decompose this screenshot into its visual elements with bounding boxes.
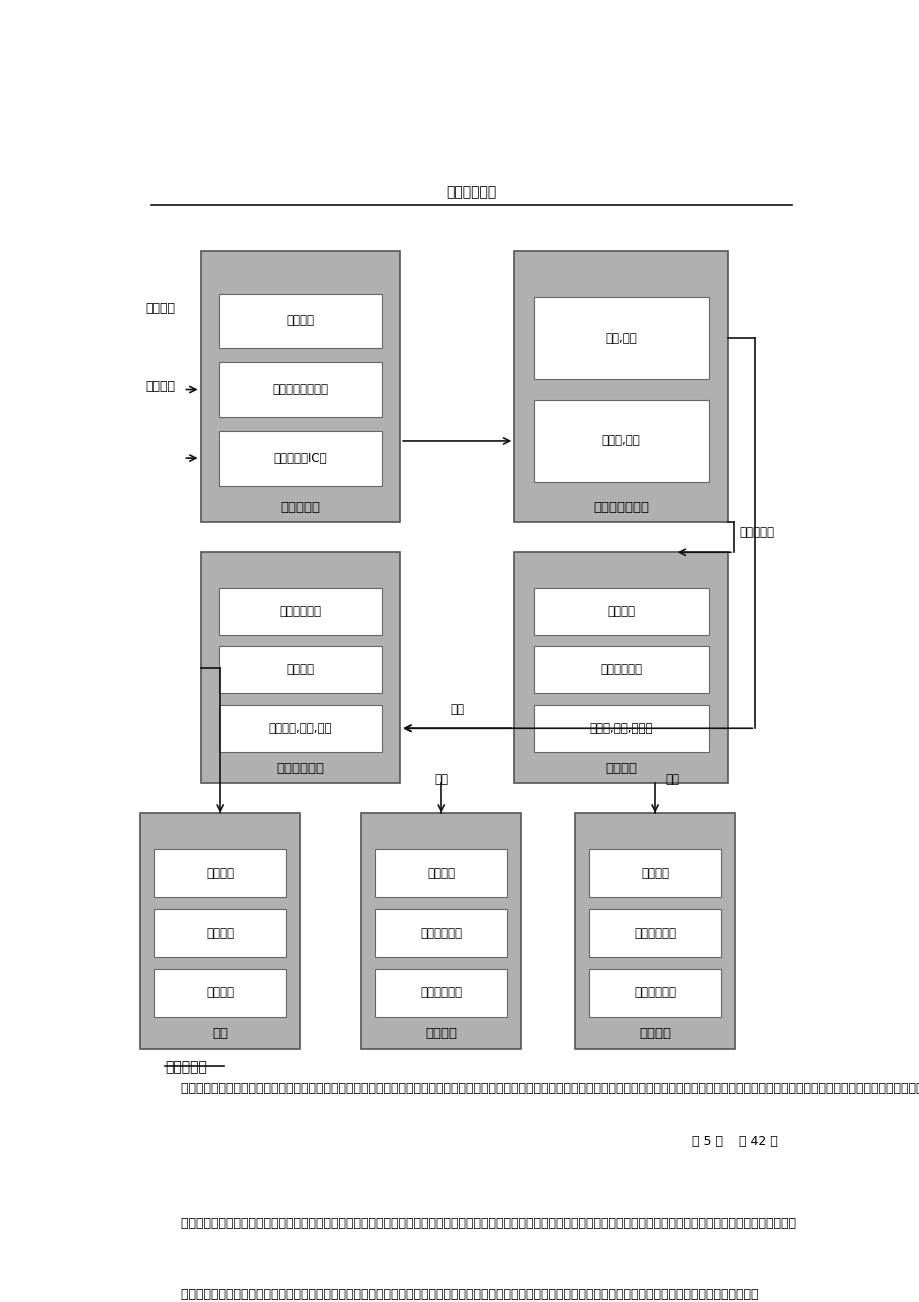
Text: 开处方,检查,检验单: 开处方,检查,检验单 bbox=[589, 721, 652, 734]
Text: 病区科室应将医嘱中的检查或检验申请单发给检查科室或检验科室，当相应的科室将申请进行处理并将检查通知发给病区科室后，由病区科室通知病人进行相应的检查或检验；: 病区科室应将医嘱中的检查或检验申请单发给检查科室或检验科室，当相应的科室将申请进… bbox=[165, 1288, 757, 1301]
Bar bbox=[574, 812, 734, 1048]
Bar bbox=[219, 362, 381, 417]
Text: 预交金,结账: 预交金,结账 bbox=[601, 435, 640, 448]
Bar bbox=[533, 704, 709, 751]
Bar bbox=[514, 552, 728, 783]
Bar bbox=[154, 969, 286, 1017]
Bar bbox=[154, 849, 286, 897]
Text: 门诊划价收费处: 门诊划价收费处 bbox=[593, 501, 649, 514]
Text: 医院信息系统: 医院信息系统 bbox=[446, 185, 496, 199]
Text: 药品申领: 药品申领 bbox=[286, 663, 314, 676]
Bar bbox=[200, 552, 400, 783]
Bar bbox=[219, 589, 381, 635]
Text: 门诊挂号处: 门诊挂号处 bbox=[280, 501, 320, 514]
Text: 暂存款不足: 暂存款不足 bbox=[739, 526, 774, 539]
Text: 检查记账: 检查记账 bbox=[426, 867, 455, 880]
Text: 取药: 取药 bbox=[449, 703, 464, 716]
Text: 药品入库: 药品入库 bbox=[206, 927, 234, 940]
Bar bbox=[533, 589, 709, 635]
Text: 当病人接到医生的建议需住院治疗或接到医院的入院通知单后，需到住院处办理入院手续，须要登记基本信息，并交纳肯定数额的预交款或住院押金。住院手续办理妥当之后，由病区: 当病人接到医生的建议需住院治疗或接到医院的入院通知单后，需到住院处办理入院手续，… bbox=[165, 1082, 919, 1095]
Bar bbox=[154, 909, 286, 957]
Text: 药品管理: 药品管理 bbox=[206, 867, 234, 880]
Bar bbox=[375, 969, 506, 1017]
Bar bbox=[589, 969, 720, 1017]
Text: 登记、发放IC卡: 登记、发放IC卡 bbox=[273, 452, 327, 465]
Text: 电子病历操作: 电子病历操作 bbox=[599, 663, 641, 676]
Bar bbox=[219, 293, 381, 349]
Bar bbox=[140, 812, 301, 1048]
Bar bbox=[375, 849, 506, 897]
Text: 检查: 检查 bbox=[434, 773, 448, 786]
Text: 处方审核,配药,发药: 处方审核,配药,发药 bbox=[268, 721, 332, 734]
Text: 接受检查申请: 接受检查申请 bbox=[420, 986, 461, 999]
Text: 门诊中西药房: 门诊中西药房 bbox=[276, 762, 324, 775]
Bar bbox=[360, 812, 521, 1048]
Text: 医生诊桌: 医生诊桌 bbox=[605, 762, 637, 775]
Bar bbox=[219, 704, 381, 751]
Bar bbox=[219, 647, 381, 693]
Text: 病案检索: 病案检索 bbox=[607, 605, 634, 618]
Bar bbox=[533, 647, 709, 693]
Text: 检查科室: 检查科室 bbox=[425, 1027, 457, 1040]
Text: 药品库存管理: 药品库存管理 bbox=[279, 605, 321, 618]
Bar bbox=[589, 909, 720, 957]
Bar bbox=[375, 909, 506, 957]
Text: 病历管理: 病历管理 bbox=[286, 315, 314, 328]
Text: 接受检验申请: 接受检验申请 bbox=[633, 986, 675, 999]
Text: 第 5 页    共 42 页: 第 5 页 共 42 页 bbox=[692, 1135, 777, 1148]
Bar bbox=[200, 251, 400, 522]
Text: 复诊病人: 复诊病人 bbox=[145, 380, 175, 393]
Text: 划价,收费: 划价,收费 bbox=[605, 332, 637, 345]
Text: 初诊病人: 初诊病人 bbox=[145, 302, 175, 315]
Text: 检验: 检验 bbox=[665, 773, 679, 786]
Text: 检验科室: 检验科室 bbox=[639, 1027, 670, 1040]
Bar bbox=[533, 297, 709, 379]
Text: 住院部门：: 住院部门： bbox=[165, 1061, 207, 1074]
Text: 药品出库: 药品出库 bbox=[206, 986, 234, 999]
Text: 回填检查结果: 回填检查结果 bbox=[420, 927, 461, 940]
Bar bbox=[533, 400, 709, 482]
Text: 就诊排号预约挂号: 就诊排号预约挂号 bbox=[272, 383, 328, 396]
Text: 药库: 药库 bbox=[212, 1027, 228, 1040]
Bar bbox=[514, 251, 728, 522]
Text: 病区科室应将医嘱中病人用药的部分分类综合统计，形成药品申领单，统一向药库领药，然后将药品按时按量发给住院病人，需对发药状况进行记录，并对所领取的药品进行统一的管: 病区科室应将医嘱中病人用药的部分分类综合统计，形成药品申领单，统一向药库领药，然… bbox=[165, 1217, 795, 1230]
Bar bbox=[589, 849, 720, 897]
Text: 回填检验结果: 回填检验结果 bbox=[633, 927, 675, 940]
Text: 检验记账: 检验记账 bbox=[641, 867, 668, 880]
Bar bbox=[219, 431, 381, 486]
